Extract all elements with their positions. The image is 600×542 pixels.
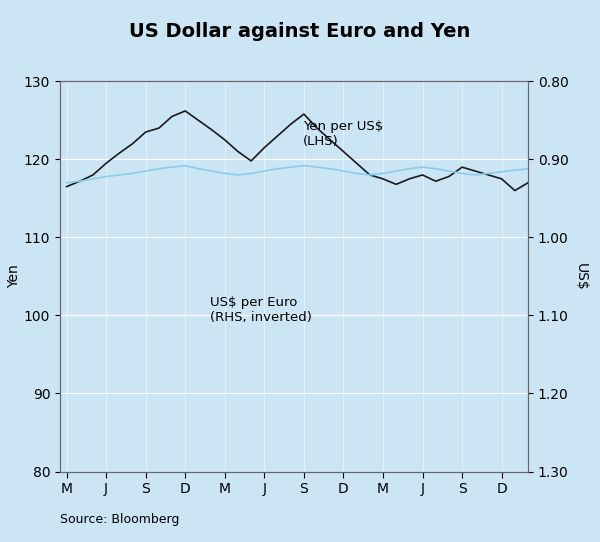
Y-axis label: Yen: Yen — [7, 264, 21, 288]
Text: Source: Bloomberg: Source: Bloomberg — [60, 513, 179, 526]
Text: Yen per US$
(LHS): Yen per US$ (LHS) — [304, 120, 383, 149]
Y-axis label: US$: US$ — [574, 262, 588, 291]
Text: US Dollar against Euro and Yen: US Dollar against Euro and Yen — [130, 22, 470, 41]
Text: US$ per Euro
(RHS, inverted): US$ per Euro (RHS, inverted) — [210, 296, 311, 324]
